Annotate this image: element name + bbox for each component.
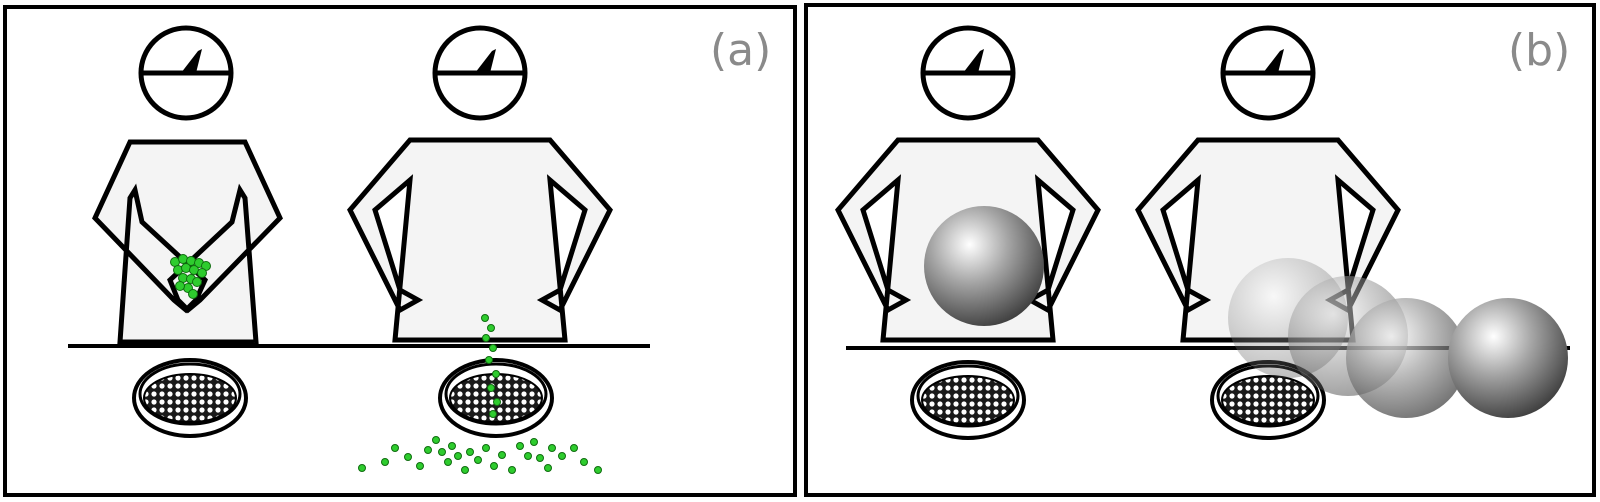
sieve-a-left <box>134 360 246 436</box>
panel-a-label: (a) <box>710 25 771 76</box>
sieve-b-left <box>912 362 1024 438</box>
sphere-held <box>924 206 1044 326</box>
panel-b-label: (b) <box>1508 25 1570 76</box>
sphere-final <box>1448 298 1568 418</box>
